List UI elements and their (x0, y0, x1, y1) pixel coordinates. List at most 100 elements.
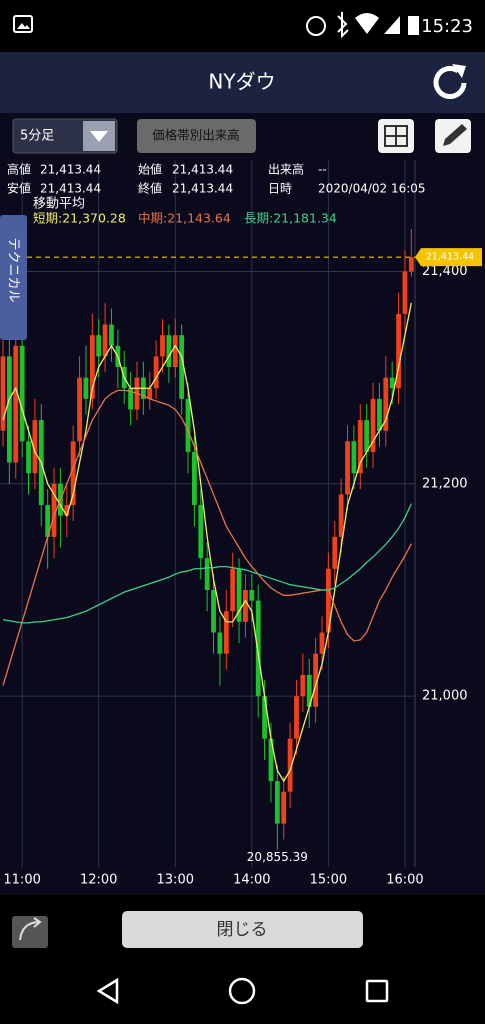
info-value: 21,413.44 (40, 163, 101, 177)
draw-button[interactable] (435, 119, 471, 153)
refresh-button[interactable] (433, 64, 467, 99)
side-tab-label: テクニカル (6, 237, 21, 302)
candle-body (185, 398, 191, 452)
legend-title: 移動平均 (33, 197, 85, 212)
volume-button-label: 価格帯別出来高 (152, 128, 240, 143)
candle-body (172, 335, 178, 368)
plot: 11:00 12:00 13:00 14:00 15:00 16:00 21,000 21,2… (0, 160, 482, 888)
candle-body (160, 335, 165, 357)
grid-icon (384, 125, 408, 147)
legend-entry: 短期:21,370.28 (33, 211, 126, 226)
candle-body (370, 398, 376, 452)
compare-icon-box (12, 916, 48, 948)
candle-body (83, 377, 89, 399)
info-label: 終値 (138, 181, 162, 196)
x-tick-label: 14:00 (233, 873, 270, 888)
x-tick-label: 12:00 (80, 873, 117, 888)
recents-button[interactable] (365, 979, 389, 1003)
volume-button-box (137, 119, 256, 153)
low-label: 20,855.39 (247, 850, 308, 864)
info-value: 21,413.44 (172, 163, 233, 177)
info-value: 21,413.44 (40, 182, 101, 196)
moving-average-line (2, 503, 412, 624)
home-button[interactable] (228, 977, 256, 1005)
battery-icon (408, 16, 419, 35)
candle-body (268, 738, 274, 782)
candle-body (109, 324, 114, 346)
candle-body (211, 589, 216, 633)
candle-body (319, 632, 325, 654)
candle-body (217, 632, 223, 654)
chart-background (0, 113, 485, 895)
x-tick-label: 11:00 (3, 873, 40, 888)
candle-body (45, 505, 51, 537)
x-tick-label: 16:00 (386, 873, 423, 888)
nfc-icon (306, 16, 326, 36)
candle-body (198, 505, 204, 559)
info-label: 始値 (138, 162, 162, 177)
technical-tab[interactable]: テクニカル (0, 215, 27, 340)
candle-body (236, 568, 242, 622)
interval-dropdown[interactable]: 5分足 (12, 118, 118, 154)
pencil-icon (443, 124, 467, 146)
layout-button[interactable] (378, 119, 414, 153)
candle-body (96, 335, 102, 357)
candle-body (102, 324, 108, 357)
current-price-tag (415, 248, 482, 267)
gallery-icon-shape (17, 23, 30, 29)
signal-icon (384, 16, 400, 34)
candle-body (255, 600, 261, 697)
candle-body (357, 420, 363, 474)
candle-body (13, 345, 19, 463)
nav-bar (0, 965, 485, 1024)
candle-body (223, 611, 229, 654)
y-tick-label: 21,000 (422, 689, 468, 704)
interval-label: 5分足 (20, 129, 54, 144)
candle-body (243, 589, 248, 622)
wifi-icon (355, 13, 379, 34)
candle-body (325, 568, 331, 633)
close-button[interactable]: 閉じる (122, 911, 363, 948)
back-button[interactable] (96, 977, 119, 1005)
candle-body (147, 388, 153, 399)
dropdown-arrow (90, 131, 108, 142)
status-bar (0, 0, 485, 52)
candle-body (300, 674, 306, 697)
candle-body (306, 674, 312, 707)
moving-average-line (2, 389, 412, 686)
candle-body (32, 420, 38, 474)
candle-body (51, 483, 57, 537)
candle-body (377, 398, 382, 431)
volume-button[interactable]: 価格帯別出来高 (137, 119, 256, 153)
candle-body (179, 335, 185, 399)
candle-body (332, 536, 338, 569)
candle-body (77, 377, 82, 442)
compare-button[interactable] (12, 916, 48, 948)
info-value: 2020/04/02 16:05 (318, 182, 426, 196)
refresh-icon (433, 66, 467, 99)
info-label: 安値 (7, 181, 31, 196)
candle-body (408, 257, 414, 272)
info-label: 高値 (7, 162, 31, 177)
candle-body (128, 388, 133, 410)
y-tick-label: 21,200 (422, 476, 468, 491)
candle-body (364, 420, 370, 452)
candle-body (166, 335, 172, 368)
close-button-box (122, 911, 363, 948)
moving-average-line (2, 302, 412, 783)
side-tab-box (0, 215, 27, 340)
x-tick-label: 15:00 (310, 873, 347, 888)
candle-body (402, 271, 408, 314)
candle-body (204, 558, 210, 590)
candle-body (230, 568, 236, 612)
x-tick-label: 13:00 (157, 873, 194, 888)
gallery-icon (13, 15, 33, 33)
status-time: 15:23 (421, 16, 473, 37)
candle-body (345, 441, 350, 495)
candle-body (274, 781, 280, 824)
candle-body (0, 356, 6, 431)
candle-body (64, 505, 70, 516)
candle-body (338, 494, 344, 537)
candle-body (351, 441, 357, 474)
